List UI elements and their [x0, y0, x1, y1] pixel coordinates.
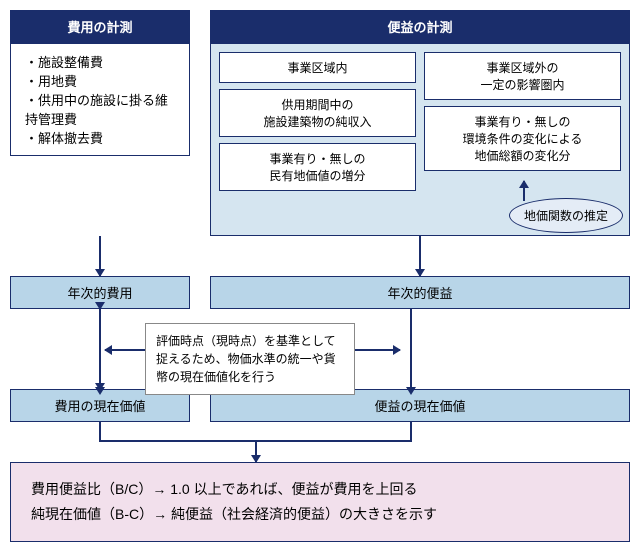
cost-item: 解体撤去費	[25, 128, 179, 147]
arrow-up-icon	[523, 181, 525, 201]
benefit-column: 便益の計測 事業区域内 供用期間中の 施設建築物の純収入 事業有り・無しの 民有…	[210, 10, 630, 236]
arrow-down-icon	[99, 236, 101, 276]
benefit-panel: 事業区域内 供用期間中の 施設建築物の純収入 事業有り・無しの 民有地価値の増分…	[210, 43, 630, 236]
outside-row1: 事業有り・無しの 環境条件の変化による 地価総額の変化分	[424, 106, 621, 171]
note-row: 評価時点（現時点）を基準として捉えるため、物価水準の統一や貨幣の現在価値化を行う	[10, 309, 630, 389]
ellipse-estimate: 地価関数の推定	[509, 198, 623, 233]
outside-header: 事業区域外の 一定の影響圏内	[424, 52, 621, 100]
merge-row	[10, 422, 630, 462]
top-row: 費用の計測 施設整備費 用地費 供用中の施設に掛る維持管理費 解体撤去費 便益の…	[10, 10, 630, 236]
cost-item: 供用中の施設に掛る維持管理費	[25, 90, 179, 128]
arrow-down-icon	[419, 236, 421, 276]
result-line1: 費用便益比（B/C）→ 1.0 以上であれば、便益が費用を上回る	[31, 477, 609, 502]
inside-row1: 供用期間中の 施設建築物の純収入	[219, 89, 416, 137]
benefit-header: 便益の計測	[210, 10, 630, 43]
cost-item: 用地費	[25, 71, 179, 90]
arrows-to-annual	[10, 236, 630, 276]
arrow-down-icon	[255, 440, 257, 462]
result-line2: 純現在価値（B-C）→ 純便益（社会経済的便益）の大きさを示す	[31, 502, 609, 527]
inside-header: 事業区域内	[219, 52, 416, 83]
result-box: 費用便益比（B/C）→ 1.0 以上であれば、便益が費用を上回る 純現在価値（B…	[10, 462, 630, 542]
note-box: 評価時点（現時点）を基準として捉えるため、物価水準の統一や貨幣の現在価値化を行う	[145, 323, 355, 395]
cost-items-list: 施設整備費 用地費 供用中の施設に掛る維持管理費 解体撤去費	[21, 52, 179, 147]
cost-column: 費用の計測 施設整備費 用地費 供用中の施設に掛る維持管理費 解体撤去費	[10, 10, 190, 236]
cost-items-box: 施設整備費 用地費 供用中の施設に掛る維持管理費 解体撤去費	[10, 43, 190, 156]
cost-header: 費用の計測	[10, 10, 190, 43]
inside-row2: 事業有り・無しの 民有地価値の増分	[219, 143, 416, 191]
cost-item: 施設整備費	[25, 52, 179, 71]
annual-benefit-box: 年次的便益	[210, 276, 630, 309]
